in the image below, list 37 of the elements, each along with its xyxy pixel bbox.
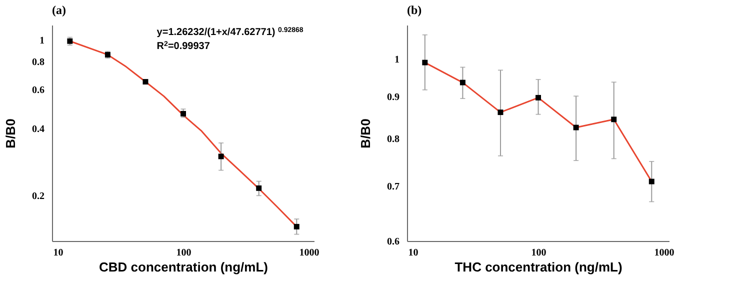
- point: [536, 94, 542, 100]
- point: [573, 124, 579, 130]
- y-tick-label: 0.8: [387, 134, 400, 145]
- point: [648, 178, 654, 184]
- point: [67, 38, 73, 44]
- x-axis-title: THC concentration (ng/mL): [454, 260, 622, 274]
- y-tick-label: 0.8: [32, 57, 44, 68]
- x-axis-title: CBD concentration (ng/mL): [99, 260, 268, 274]
- point: [498, 110, 504, 116]
- x-tick-label: 1000: [299, 248, 320, 258]
- x-tick-label: 100: [176, 248, 192, 258]
- y-tick-label: 0.7: [387, 182, 400, 193]
- y-tick-label: 0.4: [32, 124, 44, 136]
- y-axis-title: B/B0: [358, 118, 373, 148]
- y-tick-label: 0.6: [32, 85, 44, 96]
- point: [294, 224, 300, 230]
- y-axis-title: B/B0: [3, 118, 18, 148]
- point: [180, 110, 186, 116]
- y-tick-label: 1: [40, 36, 44, 47]
- x-tick-label: 1000: [654, 248, 674, 258]
- y-tick-label: 1: [394, 54, 400, 66]
- x-tick-label: 10: [53, 248, 64, 258]
- point: [460, 80, 466, 86]
- point: [218, 154, 224, 160]
- chart-title: (a): [52, 3, 66, 17]
- point: [611, 116, 617, 122]
- point: [256, 185, 262, 191]
- chart-title: (b): [407, 3, 422, 17]
- y-tick-label: 0.6: [387, 236, 400, 248]
- x-tick-label: 10: [408, 248, 418, 258]
- x-tick-label: 100: [531, 248, 546, 258]
- y-tick-label: 0.9: [387, 92, 400, 104]
- point: [422, 60, 428, 66]
- point: [142, 79, 148, 85]
- annotation: y=1.26232/(1+x/47.62771) $^{0.92868}$: [156, 26, 304, 38]
- annotation: R$^{2}$=0.99937: [156, 40, 210, 52]
- y-tick-label: 0.2: [32, 191, 44, 202]
